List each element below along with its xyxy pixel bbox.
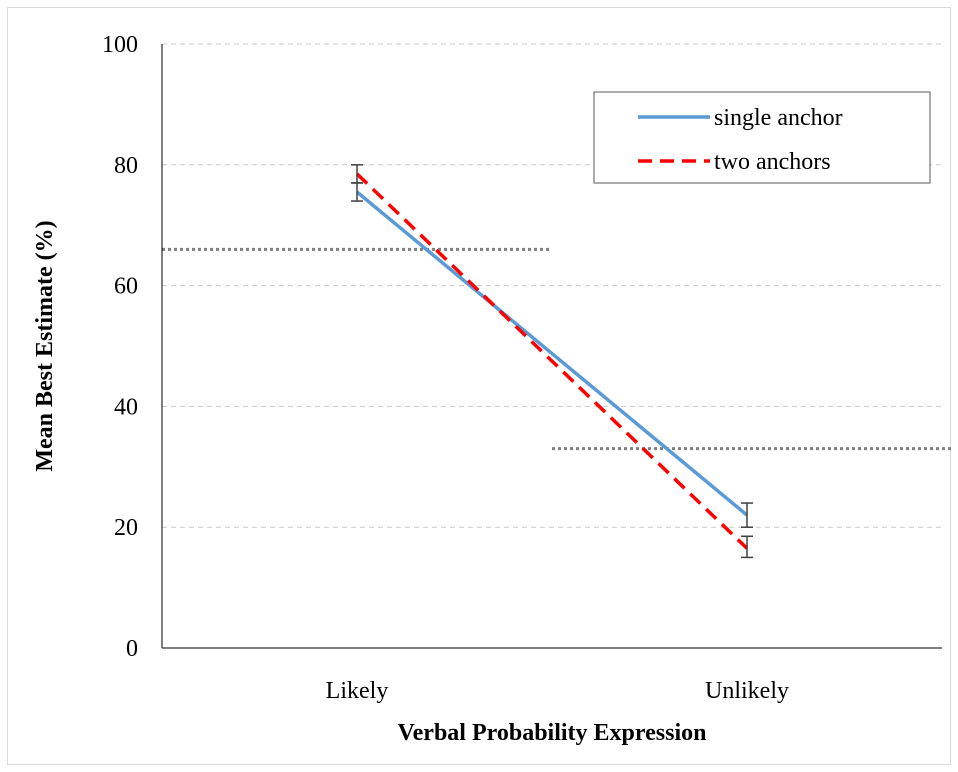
reference-lines bbox=[162, 247, 952, 451]
x-axis-title: Verbal Probability Expression bbox=[398, 720, 707, 746]
series-line-single-anchor bbox=[355, 190, 749, 517]
legend: single anchor two anchors bbox=[593, 91, 931, 184]
series-line-two-anchors bbox=[355, 172, 749, 550]
y-tick-label-100: 100 bbox=[102, 32, 138, 58]
axes: 0 20 40 60 80 100 Likely Unlikely Verbal Probabi… bbox=[32, 32, 942, 746]
x-tick-label-unlikely: Unlikely bbox=[705, 678, 789, 704]
legend-label-two-anchors: two anchors bbox=[714, 149, 831, 175]
series-lines bbox=[355, 172, 749, 550]
chart-area: 0 20 40 60 80 100 Likely Unlikely Verbal Probabi… bbox=[7, 7, 952, 765]
y-tick-label-40: 40 bbox=[114, 394, 138, 420]
y-tick-label-0: 0 bbox=[126, 636, 138, 662]
y-tick-label-20: 20 bbox=[114, 515, 138, 541]
line-chart: 0 20 40 60 80 100 Likely Unlikely Verbal Probabi… bbox=[32, 32, 952, 746]
error-bars bbox=[351, 164, 753, 559]
y-tick-label-80: 80 bbox=[114, 153, 138, 179]
legend-box bbox=[593, 91, 931, 184]
x-tick-label-likely: Likely bbox=[326, 678, 389, 704]
y-tick-label-60: 60 bbox=[114, 274, 138, 300]
legend-label-single-anchor: single anchor bbox=[714, 105, 843, 131]
y-axis-title: Mean Best Estimate (%) bbox=[32, 220, 58, 471]
